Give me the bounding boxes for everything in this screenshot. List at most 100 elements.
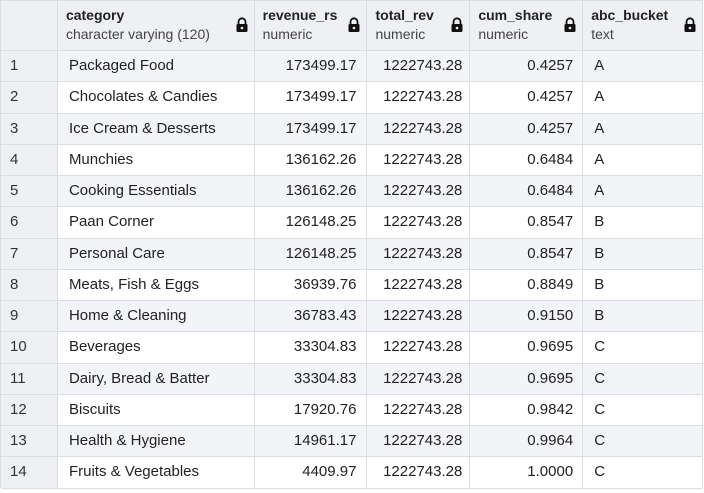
row-number[interactable]: 14 <box>1 457 58 489</box>
cell-revenue-rs[interactable]: 173499.17 <box>254 82 368 114</box>
cell-total-rev[interactable]: 1222743.28 <box>367 426 471 458</box>
cell-abc-bucket[interactable]: C <box>583 332 704 364</box>
table-row[interactable]: 4 Munchies 136162.26 1222743.28 0.6484 A <box>1 144 704 176</box>
cell-abc-bucket[interactable]: A <box>583 176 704 208</box>
cell-category[interactable]: Health & Hygiene <box>57 426 255 458</box>
cell-total-rev[interactable]: 1222743.28 <box>367 82 471 114</box>
cell-total-rev[interactable]: 1222743.28 <box>367 51 471 83</box>
cell-cum-share[interactable]: 1.0000 <box>470 457 584 489</box>
column-header-category[interactable]: category character varying (120) <box>57 1 255 51</box>
row-number[interactable]: 8 <box>1 269 58 301</box>
cell-revenue-rs[interactable]: 36783.43 <box>254 301 368 333</box>
cell-cum-share[interactable]: 0.9150 <box>470 301 584 333</box>
row-number[interactable]: 3 <box>1 113 58 145</box>
cell-abc-bucket[interactable]: C <box>583 457 704 489</box>
table-row[interactable]: 10 Beverages 33304.83 1222743.28 0.9695 … <box>1 332 704 364</box>
cell-revenue-rs[interactable]: 173499.17 <box>254 51 368 83</box>
cell-total-rev[interactable]: 1222743.28 <box>367 301 471 333</box>
cell-total-rev[interactable]: 1222743.28 <box>367 457 471 489</box>
cell-category[interactable]: Dairy, Bread & Batter <box>57 363 255 395</box>
cell-abc-bucket[interactable]: B <box>583 238 704 270</box>
cell-total-rev[interactable]: 1222743.28 <box>367 238 471 270</box>
cell-revenue-rs[interactable]: 136162.26 <box>254 176 368 208</box>
column-header-revenue-rs[interactable]: revenue_rs numeric <box>254 1 368 51</box>
cell-category[interactable]: Biscuits <box>57 394 255 426</box>
table-row[interactable]: 14 Fruits & Vegetables 4409.97 1222743.2… <box>1 457 704 489</box>
cell-revenue-rs[interactable]: 14961.17 <box>254 426 368 458</box>
row-number[interactable]: 1 <box>1 51 58 83</box>
cell-category[interactable]: Cooking Essentials <box>57 176 255 208</box>
row-number-header[interactable] <box>1 1 58 51</box>
cell-cum-share[interactable]: 0.9964 <box>470 426 584 458</box>
table-row[interactable]: 9 Home & Cleaning 36783.43 1222743.28 0.… <box>1 301 704 333</box>
row-number[interactable]: 4 <box>1 144 58 176</box>
cell-cum-share[interactable]: 0.4257 <box>470 113 584 145</box>
cell-category[interactable]: Packaged Food <box>57 51 255 83</box>
cell-total-rev[interactable]: 1222743.28 <box>367 207 471 239</box>
table-row[interactable]: 1 Packaged Food 173499.17 1222743.28 0.4… <box>1 51 704 83</box>
cell-total-rev[interactable]: 1222743.28 <box>367 269 471 301</box>
cell-abc-bucket[interactable]: C <box>583 426 704 458</box>
column-header-abc-bucket[interactable]: abc_bucket text <box>583 1 704 51</box>
table-row[interactable]: 5 Cooking Essentials 136162.26 1222743.2… <box>1 176 704 208</box>
cell-category[interactable]: Paan Corner <box>57 207 255 239</box>
row-number[interactable]: 9 <box>1 301 58 333</box>
cell-cum-share[interactable]: 0.6484 <box>470 144 584 176</box>
cell-cum-share[interactable]: 0.4257 <box>470 51 584 83</box>
cell-revenue-rs[interactable]: 173499.17 <box>254 113 368 145</box>
row-number[interactable]: 5 <box>1 176 58 208</box>
cell-cum-share[interactable]: 0.8547 <box>470 238 584 270</box>
cell-abc-bucket[interactable]: B <box>583 269 704 301</box>
cell-abc-bucket[interactable]: A <box>583 51 704 83</box>
table-row[interactable]: 2 Chocolates & Candies 173499.17 1222743… <box>1 82 704 114</box>
cell-cum-share[interactable]: 0.8849 <box>470 269 584 301</box>
row-number[interactable]: 7 <box>1 238 58 270</box>
cell-abc-bucket[interactable]: A <box>583 82 704 114</box>
cell-category[interactable]: Ice Cream & Desserts <box>57 113 255 145</box>
cell-total-rev[interactable]: 1222743.28 <box>367 394 471 426</box>
cell-total-rev[interactable]: 1222743.28 <box>367 332 471 364</box>
cell-category[interactable]: Fruits & Vegetables <box>57 457 255 489</box>
cell-category[interactable]: Home & Cleaning <box>57 301 255 333</box>
table-row[interactable]: 12 Biscuits 17920.76 1222743.28 0.9842 C <box>1 394 704 426</box>
cell-category[interactable]: Meats, Fish & Eggs <box>57 269 255 301</box>
cell-category[interactable]: Beverages <box>57 332 255 364</box>
cell-total-rev[interactable]: 1222743.28 <box>367 113 471 145</box>
cell-abc-bucket[interactable]: C <box>583 363 704 395</box>
column-header-total-rev[interactable]: total_rev numeric <box>367 1 471 51</box>
cell-category[interactable]: Munchies <box>57 144 255 176</box>
table-row[interactable]: 8 Meats, Fish & Eggs 36939.76 1222743.28… <box>1 269 704 301</box>
row-number[interactable]: 12 <box>1 394 58 426</box>
row-number[interactable]: 10 <box>1 332 58 364</box>
cell-revenue-rs[interactable]: 126148.25 <box>254 207 368 239</box>
cell-revenue-rs[interactable]: 36939.76 <box>254 269 368 301</box>
cell-cum-share[interactable]: 0.4257 <box>470 82 584 114</box>
cell-abc-bucket[interactable]: B <box>583 301 704 333</box>
cell-abc-bucket[interactable]: A <box>583 144 704 176</box>
column-header-cum-share[interactable]: cum_share numeric <box>470 1 584 51</box>
cell-revenue-rs[interactable]: 33304.83 <box>254 332 368 364</box>
row-number[interactable]: 2 <box>1 82 58 114</box>
cell-revenue-rs[interactable]: 126148.25 <box>254 238 368 270</box>
cell-revenue-rs[interactable]: 33304.83 <box>254 363 368 395</box>
cell-cum-share[interactable]: 0.6484 <box>470 176 584 208</box>
cell-category[interactable]: Personal Care <box>57 238 255 270</box>
cell-total-rev[interactable]: 1222743.28 <box>367 363 471 395</box>
cell-revenue-rs[interactable]: 136162.26 <box>254 144 368 176</box>
cell-abc-bucket[interactable]: C <box>583 394 704 426</box>
table-row[interactable]: 7 Personal Care 126148.25 1222743.28 0.8… <box>1 238 704 270</box>
cell-abc-bucket[interactable]: A <box>583 113 704 145</box>
cell-total-rev[interactable]: 1222743.28 <box>367 144 471 176</box>
cell-cum-share[interactable]: 0.8547 <box>470 207 584 239</box>
table-row[interactable]: 11 Dairy, Bread & Batter 33304.83 122274… <box>1 363 704 395</box>
row-number[interactable]: 6 <box>1 207 58 239</box>
table-row[interactable]: 6 Paan Corner 126148.25 1222743.28 0.854… <box>1 207 704 239</box>
table-row[interactable]: 13 Health & Hygiene 14961.17 1222743.28 … <box>1 426 704 458</box>
row-number[interactable]: 13 <box>1 426 58 458</box>
cell-cum-share[interactable]: 0.9695 <box>470 332 584 364</box>
table-row[interactable]: 3 Ice Cream & Desserts 173499.17 1222743… <box>1 113 704 145</box>
cell-cum-share[interactable]: 0.9842 <box>470 394 584 426</box>
cell-cum-share[interactable]: 0.9695 <box>470 363 584 395</box>
cell-revenue-rs[interactable]: 4409.97 <box>254 457 368 489</box>
cell-category[interactable]: Chocolates & Candies <box>57 82 255 114</box>
